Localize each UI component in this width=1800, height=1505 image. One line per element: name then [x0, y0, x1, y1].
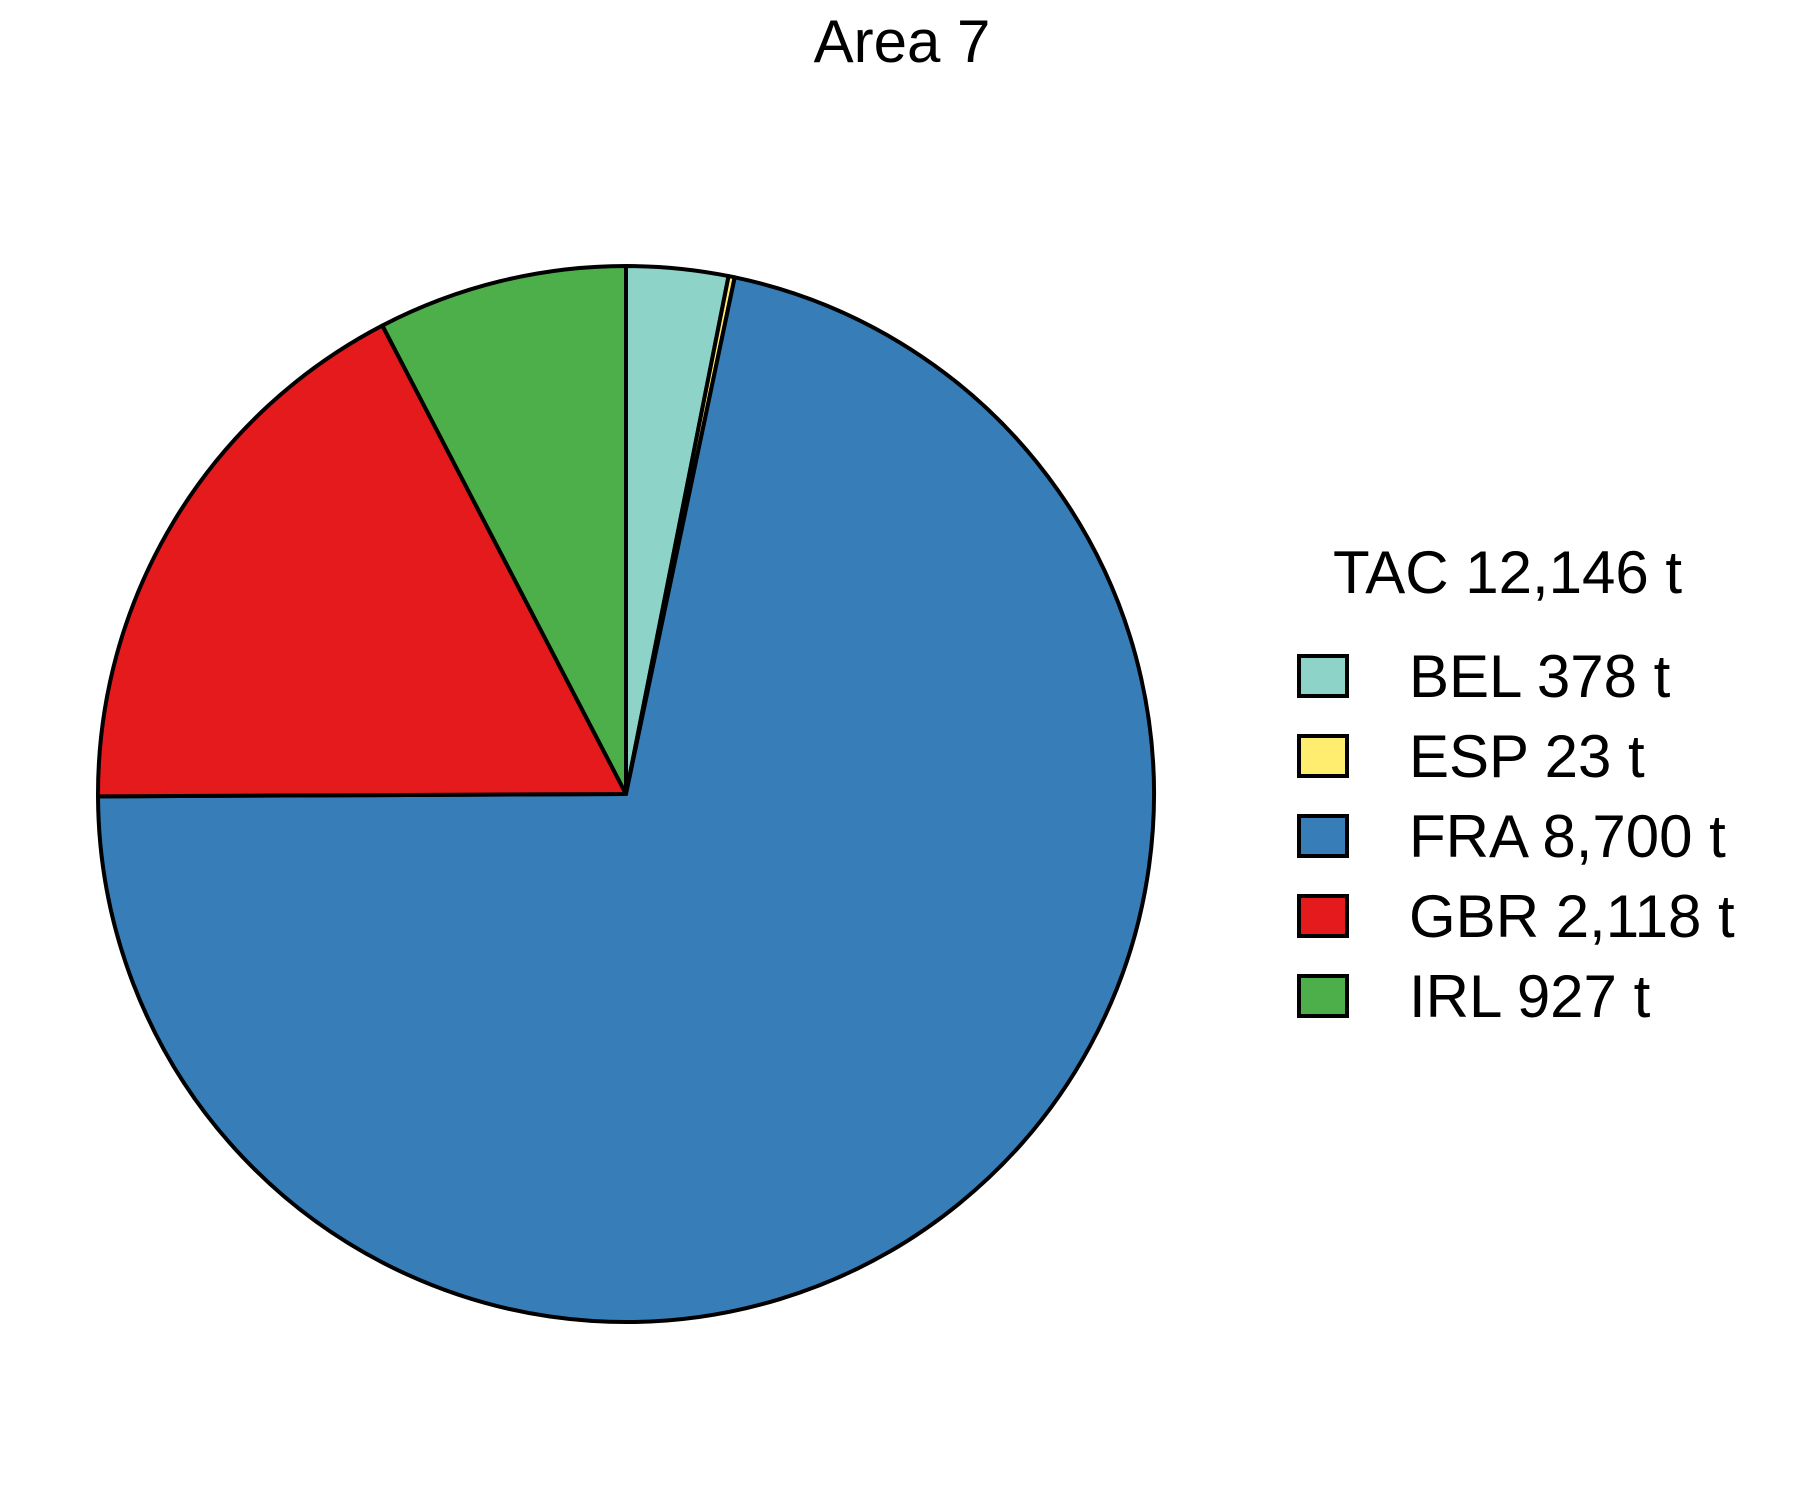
legend-swatch-irl	[1297, 974, 1349, 1018]
pie-slice-gbr	[96, 323, 628, 799]
legend-label-gbr: GBR 2,118 t	[1409, 883, 1735, 950]
pie-slice-fra	[96, 275, 1156, 1324]
legend-swatch-bel	[1297, 654, 1349, 698]
legend-label-esp: ESP 23 t	[1409, 723, 1645, 790]
legend-item-fra: FRA 8,700 t	[1297, 803, 1726, 870]
pie-slices	[96, 264, 1156, 1324]
legend-item-irl: IRL 927 t	[1297, 963, 1651, 1030]
legend-item-esp: ESP 23 t	[1297, 723, 1645, 790]
legend-swatch-esp	[1297, 734, 1349, 778]
legend-title: TAC 12,146 t	[1333, 539, 1682, 606]
legend-label-bel: BEL 378 t	[1409, 643, 1671, 710]
legend-item-bel: BEL 378 t	[1297, 643, 1671, 710]
legend-items: BEL 378 t ESP 23 t FRA 8,700 t GBR 2,118 t I…	[1297, 643, 1735, 1030]
legend: TAC 12,146 t BEL 378 t ESP 23 t FRA 8,700 …	[1297, 539, 1735, 1030]
legend-label-fra: FRA 8,700 t	[1409, 803, 1726, 870]
legend-swatch-gbr	[1297, 894, 1349, 938]
legend-label-irl: IRL 927 t	[1409, 963, 1651, 1030]
chart-title: Area 7	[814, 8, 991, 75]
legend-swatch-fra	[1297, 814, 1349, 858]
pie-slice-irl	[380, 264, 628, 796]
legend-item-gbr: GBR 2,118 t	[1297, 883, 1735, 950]
